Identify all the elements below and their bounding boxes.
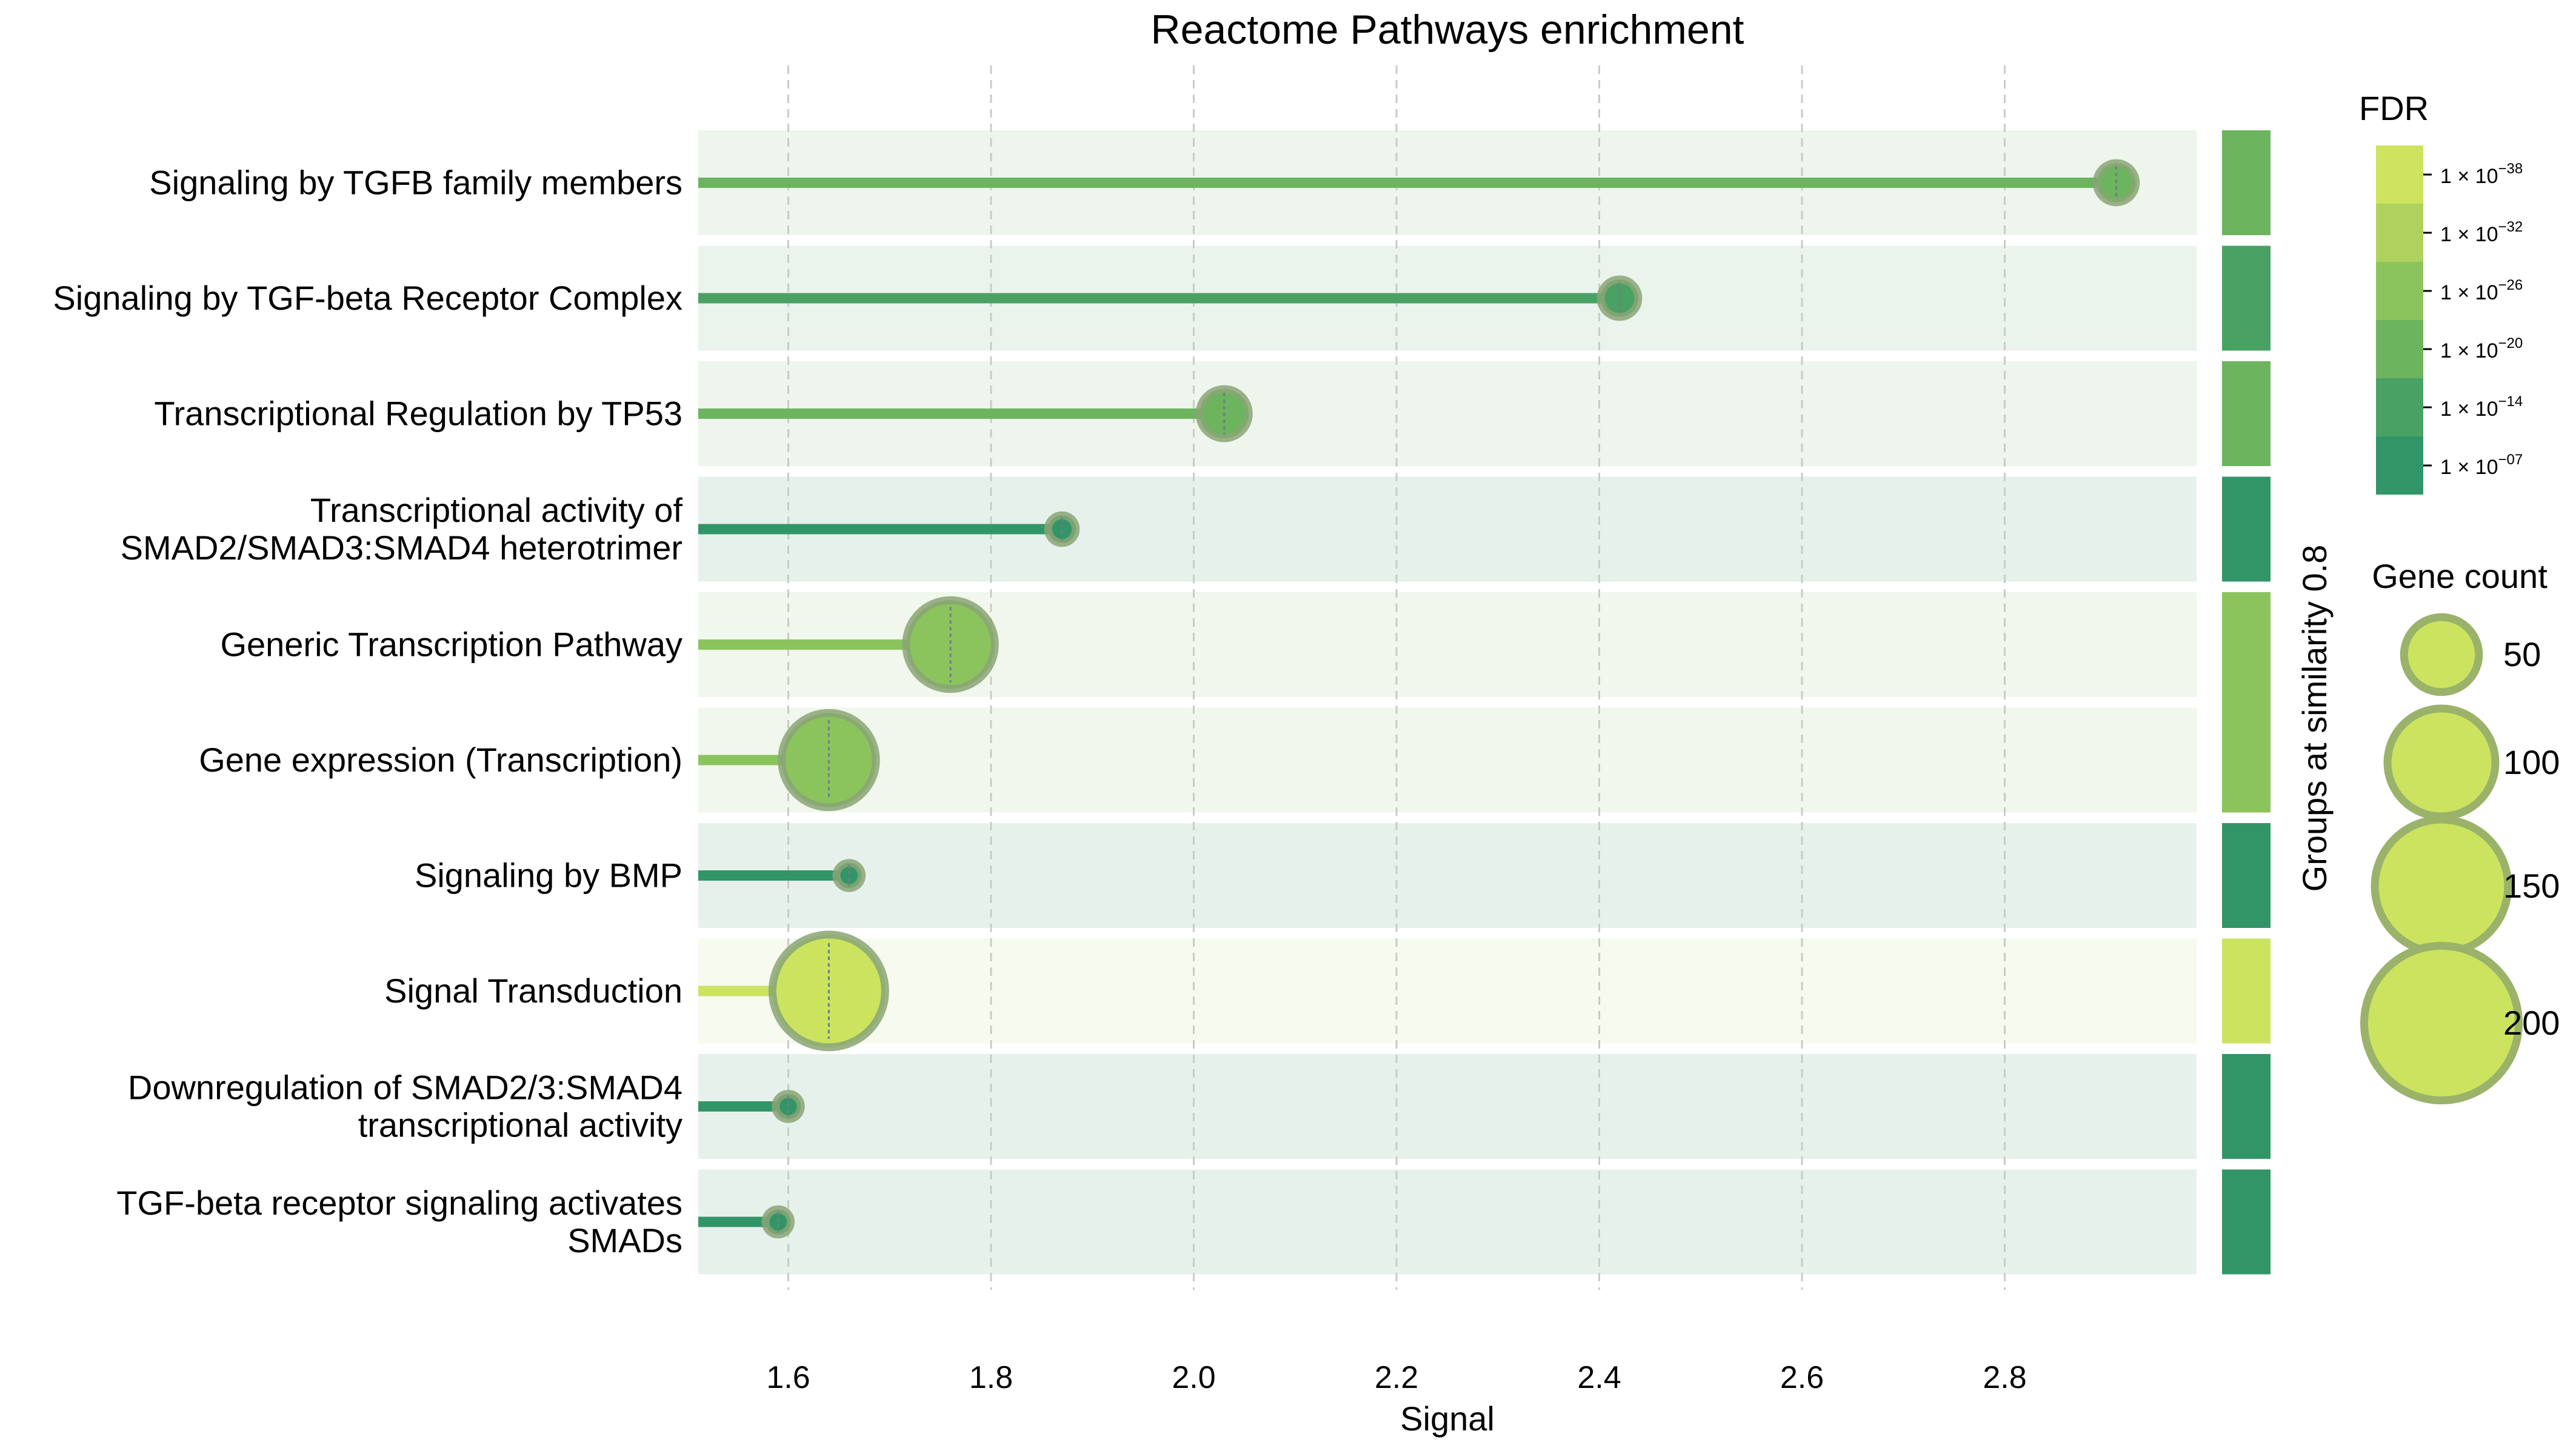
pathway-label: Signaling by TGFB family members <box>149 164 682 202</box>
pathway-label: Transcriptional Regulation by TP53 <box>154 395 682 433</box>
lollipop-dot <box>761 1205 795 1239</box>
gene-count-circle <box>2371 815 2512 957</box>
fdr-legend-title: FDR <box>2359 89 2429 127</box>
row-band <box>698 707 2197 813</box>
x-tick-label: 2.0 <box>1172 1360 1215 1395</box>
group-axis-label: Groups at similarity 0.8 <box>2295 545 2334 892</box>
gene-count-circle <box>2360 941 2523 1105</box>
gene-count-legend-title: Gene count <box>2372 557 2548 595</box>
lollipop-dot <box>1044 511 1080 547</box>
x-axis-title: Signal <box>1400 1399 1495 1438</box>
gene-count-label: 200 <box>2503 1004 2560 1042</box>
group-color-block <box>2222 476 2271 582</box>
fdr-color-segment <box>2376 320 2423 378</box>
fdr-legend: FDR 1 × 10−38 1 × 10−32 1 × 10−26 1 × 10−20 1… <box>2359 89 2523 495</box>
group-color-block <box>2222 1169 2271 1275</box>
fdr-color-segment <box>2376 204 2423 262</box>
chart-title: Reactome Pathways enrichment <box>1151 7 1744 53</box>
fdr-tick-label: 1 × 10−38 <box>2440 161 2523 188</box>
lollipop-dot <box>832 859 866 892</box>
lollipop-dot <box>902 596 999 693</box>
group-color-bar <box>2222 130 2271 1275</box>
lollipop-dot <box>772 1090 805 1123</box>
gridlines <box>787 65 2006 1290</box>
fdr-tick-label: 1 × 10−14 <box>2440 393 2523 421</box>
group-color-block <box>2222 938 2271 1044</box>
pathway-labels: Signaling by TGFB family members Signalin… <box>53 164 682 1260</box>
x-tick-label: 2.6 <box>1780 1360 1824 1395</box>
row-band <box>698 1169 2197 1275</box>
gene-count-circle <box>2400 613 2483 696</box>
lollipop-dots <box>761 159 2140 1239</box>
pathway-label: Generic Transcription Pathway <box>220 625 682 664</box>
x-tick-label: 2.8 <box>1983 1360 2026 1395</box>
pathway-label: Signal Transduction <box>384 972 682 1010</box>
fdr-tick-label: 1 × 10−07 <box>2440 452 2523 479</box>
fdr-tick-label: 1 × 10−26 <box>2440 277 2523 304</box>
fdr-tick-label: 1 × 10−32 <box>2440 219 2523 246</box>
fdr-tick-label: 1 × 10−20 <box>2440 335 2523 362</box>
row-band <box>698 823 2197 928</box>
pathway-label: Signaling by BMP <box>415 856 682 895</box>
group-color-block <box>2222 245 2271 351</box>
gene-count-label: 150 <box>2503 867 2560 905</box>
gene-count-label: 100 <box>2503 743 2560 781</box>
pathway-label: TGF-beta receptor signaling activates SMA… <box>116 1184 682 1259</box>
group-color-block <box>2222 1054 2271 1159</box>
x-tick-label: 1.6 <box>766 1360 810 1395</box>
gene-count-label: 50 <box>2503 635 2541 673</box>
fdr-color-segment <box>2376 378 2423 436</box>
x-tick-label: 2.2 <box>1375 1360 1418 1395</box>
pathway-label: Downregulation of SMAD2/3:SMAD4 transcrip… <box>128 1069 682 1144</box>
x-tick-label: 1.8 <box>969 1360 1013 1395</box>
group-color-block <box>2222 130 2271 235</box>
fdr-color-segment <box>2376 262 2423 320</box>
group-color-block <box>2222 823 2271 928</box>
fdr-color-segment <box>2376 145 2423 204</box>
gene-count-legend: Gene count 50 100 150 200 <box>2360 557 2560 1105</box>
x-axis-ticks: 1.6 1.8 2.0 2.2 2.4 2.6 2.8 <box>766 1360 2026 1395</box>
pathway-label: Transcriptional activity of SMAD2/SMAD3:S… <box>121 491 683 567</box>
row-band <box>698 1054 2197 1159</box>
row-band <box>698 938 2197 1044</box>
x-tick-label: 2.4 <box>1577 1360 1621 1395</box>
group-color-block <box>2222 592 2271 813</box>
fdr-color-segment <box>2376 436 2423 495</box>
group-color-block <box>2222 361 2271 466</box>
gene-count-circle <box>2383 704 2500 821</box>
pathway-label: Gene expression (Transcription) <box>199 741 682 779</box>
pathway-label: Signaling by TGF-beta Receptor Complex <box>53 279 682 317</box>
